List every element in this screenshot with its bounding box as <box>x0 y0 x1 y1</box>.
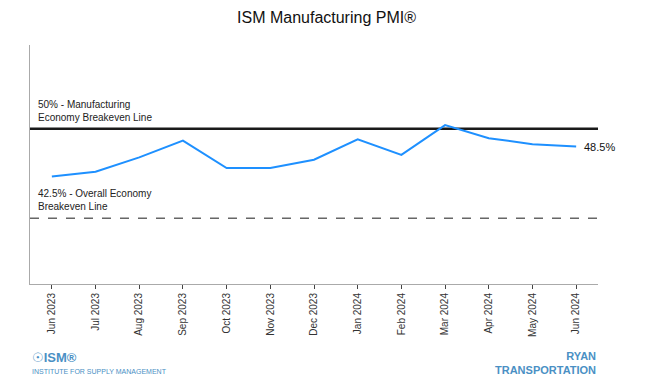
svg-text:Jun 2023: Jun 2023 <box>46 293 57 335</box>
svg-text:Sep 2023: Sep 2023 <box>177 293 188 336</box>
svg-text:Feb 2024: Feb 2024 <box>396 293 407 336</box>
svg-text:RYANTRANSPORTATION: RYANTRANSPORTATION <box>495 350 596 376</box>
svg-text:Jan 2024: Jan 2024 <box>352 293 363 335</box>
svg-text:48.5%: 48.5% <box>584 141 615 153</box>
svg-text:Jul 2023: Jul 2023 <box>90 293 101 331</box>
svg-text:Mar 2024: Mar 2024 <box>439 293 450 336</box>
svg-text:☉ISM®: ☉ISM® <box>32 350 77 365</box>
svg-text:Apr 2024: Apr 2024 <box>483 293 494 334</box>
svg-text:Aug 2023: Aug 2023 <box>133 293 144 336</box>
svg-text:Nov 2023: Nov 2023 <box>265 293 276 336</box>
svg-text:Jun 2024: Jun 2024 <box>570 293 581 335</box>
svg-text:INSTITUTE FOR SUPPLY MANAGEMEN: INSTITUTE FOR SUPPLY MANAGEMENT <box>32 368 167 375</box>
svg-text:50% - ManufacturingEconomy Bre: 50% - ManufacturingEconomy Breakeven Lin… <box>38 99 152 123</box>
svg-text:ISM Manufacturing PMI®: ISM Manufacturing PMI® <box>237 9 416 26</box>
svg-text:May 2024: May 2024 <box>527 293 538 337</box>
svg-text:Oct 2023: Oct 2023 <box>221 293 232 334</box>
svg-text:Dec 2023: Dec 2023 <box>308 293 319 336</box>
svg-text:42.5% - Overall EconomyBreakev: 42.5% - Overall EconomyBreakeven Line <box>38 188 151 212</box>
